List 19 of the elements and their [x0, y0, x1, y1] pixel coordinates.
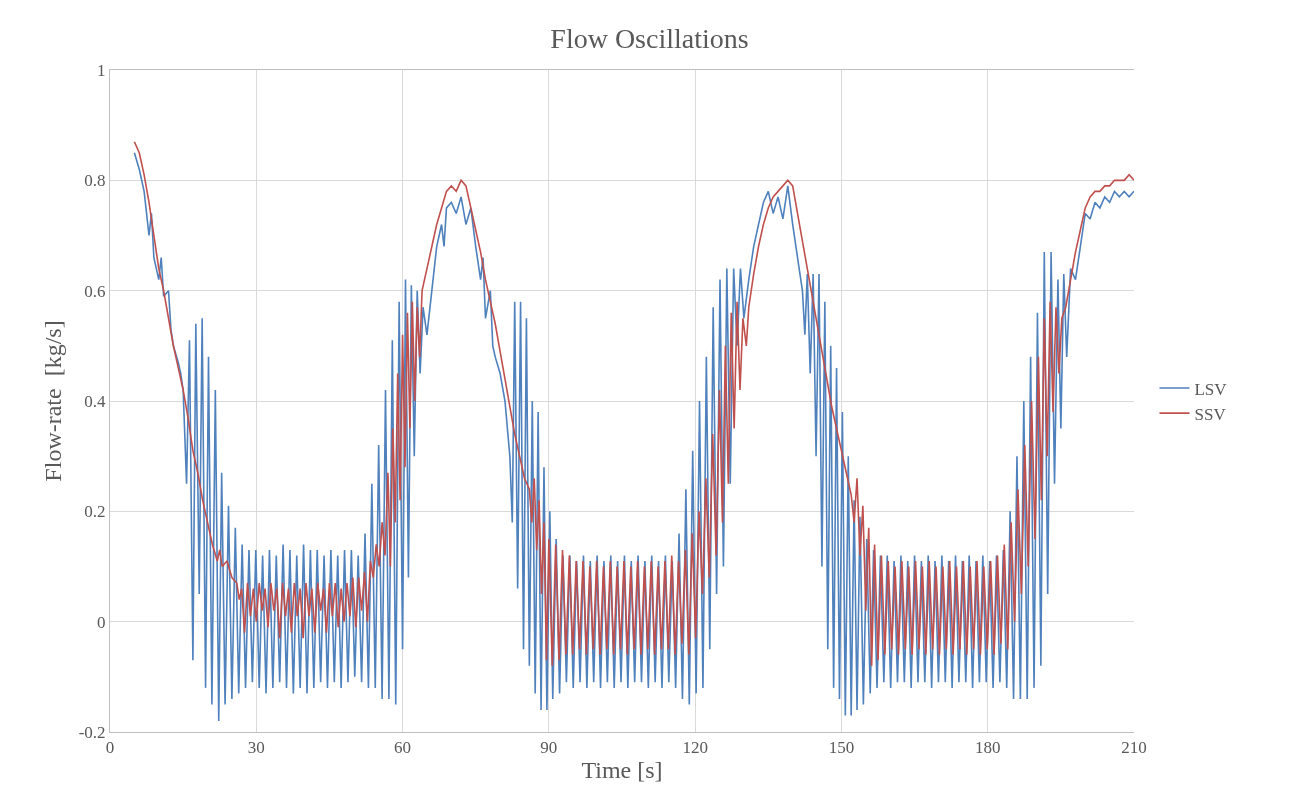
- y-tick-label: -0.2: [78, 722, 106, 742]
- x-tick-label: 30: [247, 738, 265, 758]
- legend-label: SSV: [1194, 404, 1227, 424]
- y-axis-title: Flow-rate [kg/s]: [39, 320, 66, 482]
- y-tick-label: 0.6: [84, 281, 106, 301]
- y-tick-label: 0.2: [84, 502, 106, 522]
- x-axis-title: Time [s]: [581, 756, 663, 783]
- x-tick-label: 210: [1121, 738, 1147, 758]
- legend-label: LSV: [1194, 379, 1228, 399]
- chart-title: Flow Oscillations: [550, 22, 749, 54]
- y-tick-label: 0: [97, 612, 106, 632]
- x-tick-label: 150: [828, 738, 855, 758]
- y-tick-label: 0.8: [84, 171, 106, 191]
- x-tick-label: 90: [540, 738, 558, 758]
- y-tick-label: 1: [97, 60, 106, 80]
- y-tick-label: 0.4: [84, 391, 107, 411]
- x-tick-label: 120: [682, 738, 708, 758]
- x-tick-label: 60: [394, 738, 412, 758]
- x-tick-label: 180: [974, 738, 1001, 758]
